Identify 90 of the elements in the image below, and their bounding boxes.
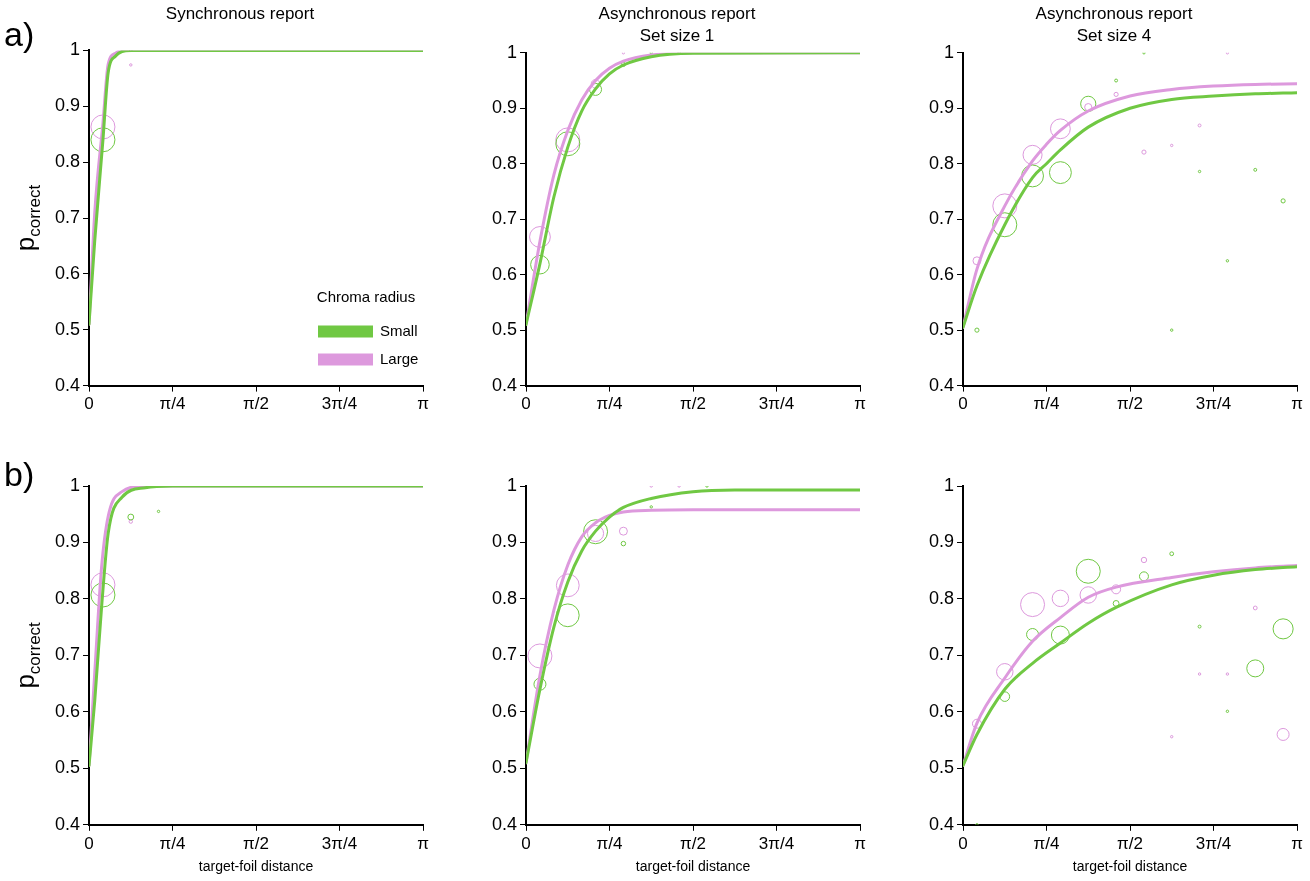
x-tick-label: π/2 xyxy=(243,394,269,414)
y-tick-label: 0.5 xyxy=(54,318,81,339)
y-tick-label: 0.8 xyxy=(928,152,955,173)
y-tick-label: 0.5 xyxy=(491,319,518,340)
y-axis-title: pcorrect xyxy=(10,184,44,252)
y-tick-label: 0.5 xyxy=(491,757,518,778)
y-tick-label: 0.9 xyxy=(928,531,955,552)
y-tick-label: 0.8 xyxy=(491,152,518,173)
x-tick-label: π/4 xyxy=(1033,394,1060,414)
y-tick-label: 0.5 xyxy=(928,757,955,778)
y-tick-label: 1 xyxy=(70,39,81,60)
x-tick-label: 3π/4 xyxy=(321,833,358,853)
x-tick-label: π xyxy=(417,394,429,414)
line-series xyxy=(89,486,423,768)
x-tick-label: 0 xyxy=(521,833,531,853)
x-tick-label: π/2 xyxy=(1117,833,1143,853)
text: b) xyxy=(4,455,35,494)
y-tick-label: 1 xyxy=(944,41,955,62)
x-tick-label: 3π/4 xyxy=(758,833,795,853)
legend-title: Chroma radius xyxy=(316,287,416,305)
y-tick-label: 0.4 xyxy=(491,813,518,834)
y-tick-label: 1 xyxy=(507,474,518,495)
x-tick-label: π xyxy=(1291,833,1303,853)
y-tick-label: 0.7 xyxy=(54,644,81,665)
y-tick-label: 0.9 xyxy=(54,531,81,552)
x-axis-title: target-foil distance xyxy=(198,858,314,875)
x-tick-label: 3π/4 xyxy=(1195,394,1232,414)
y-tick-label: 0.4 xyxy=(54,813,81,834)
y-tick-label: 0.9 xyxy=(491,97,518,118)
x-tick-label: π/2 xyxy=(243,833,269,853)
y-tick-label: 0.9 xyxy=(54,95,81,116)
x-tick-label: π xyxy=(417,833,429,853)
x-tick-label: 0 xyxy=(521,394,531,414)
y-tick-label: 0.9 xyxy=(491,531,518,552)
x-tick-label: π/4 xyxy=(1033,833,1060,853)
y-tick-label: 0.8 xyxy=(491,587,518,608)
y-tick-label: 0.5 xyxy=(928,319,955,340)
x-axis-title: target-foil distance xyxy=(635,858,751,875)
x-tick-label: 3π/4 xyxy=(1195,833,1232,853)
x-tick-label: π/4 xyxy=(596,833,623,853)
x-tick-label: π xyxy=(1291,394,1303,414)
line-series xyxy=(526,52,860,327)
x-tick-label: π/4 xyxy=(596,394,623,414)
chart-title: Synchronous report xyxy=(165,3,315,23)
y-tick-label: 1 xyxy=(507,41,518,62)
chart-title: Asynchronous report xyxy=(1035,3,1193,23)
y-tick-label: 0.8 xyxy=(54,151,81,172)
x-tick-label: 3π/4 xyxy=(321,394,358,414)
line-series xyxy=(89,50,423,326)
x-tick-label: π xyxy=(854,833,866,853)
y-tick-label: 1 xyxy=(70,474,81,495)
y-tick-label: 0.4 xyxy=(491,374,518,395)
y-tick-label: 0.6 xyxy=(54,700,81,721)
x-tick-label: 0 xyxy=(958,833,968,853)
y-tick-label: 1 xyxy=(944,474,955,495)
y-tick-label: 0.7 xyxy=(928,208,955,229)
y-tick-label: 0.9 xyxy=(928,97,955,118)
x-tick-label: 0 xyxy=(84,394,94,414)
y-tick-label: 0.4 xyxy=(928,813,955,834)
y-tick-label: 0.7 xyxy=(54,206,81,227)
y-tick-label: 0.7 xyxy=(928,644,955,665)
y-tick-label: 0.5 xyxy=(54,757,81,778)
y-tick-label: 0.4 xyxy=(54,374,81,395)
y-axis-title: pcorrect xyxy=(10,621,44,689)
y-tick-label: 0.6 xyxy=(491,263,518,284)
x-tick-label: π/4 xyxy=(159,833,186,853)
y-tick-label: 0.4 xyxy=(928,374,955,395)
y-tick-label: 0.6 xyxy=(928,700,955,721)
x-tick-label: 0 xyxy=(84,833,94,853)
x-tick-label: π/4 xyxy=(159,394,186,414)
y-tick-label: 0.6 xyxy=(54,262,81,283)
y-tick-label: 0.7 xyxy=(491,208,518,229)
chart-subtitle: Set size 4 xyxy=(1076,26,1152,46)
y-tick-label: 0.8 xyxy=(54,587,81,608)
y-tick-label: 0.7 xyxy=(491,644,518,665)
x-axis-title: target-foil distance xyxy=(1072,858,1188,875)
chart-title: Asynchronous report xyxy=(598,3,756,23)
y-tick-label: 0.6 xyxy=(491,700,518,721)
legend-label: Small xyxy=(380,321,418,339)
text: a) xyxy=(4,15,35,54)
x-tick-label: 0 xyxy=(958,394,968,414)
x-tick-label: π xyxy=(854,394,866,414)
legend-label: Large xyxy=(380,349,419,367)
y-tick-label: 0.6 xyxy=(928,263,955,284)
x-tick-label: π/2 xyxy=(680,394,706,414)
chart-subtitle: Set size 1 xyxy=(639,26,715,46)
x-tick-label: 3π/4 xyxy=(758,394,795,414)
x-tick-label: π/2 xyxy=(1117,394,1143,414)
x-tick-label: π/2 xyxy=(680,833,706,853)
y-tick-label: 0.8 xyxy=(928,587,955,608)
